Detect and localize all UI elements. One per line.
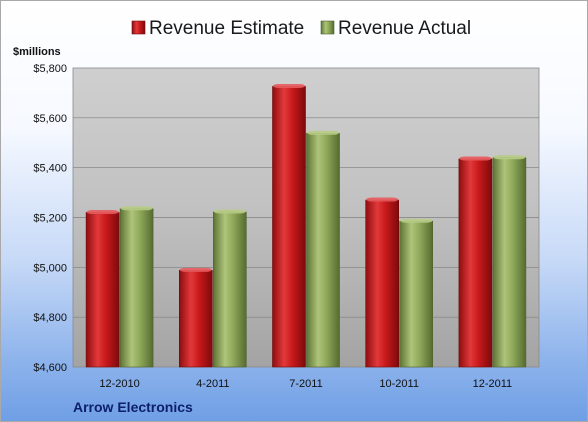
bar-actual bbox=[492, 157, 527, 368]
x-axis-ticks: 12-2010 4-2011 7-2011 10-2011 12-2011 bbox=[99, 378, 512, 390]
y-axis-ticks: $4,600 $4,800 $5,000 $5,200 $5,400 $5,600 $5,8… bbox=[33, 63, 67, 374]
legend-swatch-actual bbox=[320, 20, 335, 35]
x-tick-label: 10-2011 bbox=[379, 378, 419, 390]
bar-top-cap bbox=[493, 155, 526, 160]
bar-top-cap bbox=[400, 218, 433, 223]
bar-top-cap bbox=[273, 83, 305, 88]
x-tick-label: 12-2011 bbox=[473, 378, 513, 390]
legend-label-estimate: Revenue Estimate bbox=[149, 18, 304, 39]
bar-top-cap bbox=[459, 156, 492, 161]
company-label: Arrow Electronics bbox=[73, 399, 193, 415]
bar-estimate bbox=[458, 158, 493, 368]
legend-swatch-estimate bbox=[131, 20, 146, 35]
bar-top-cap bbox=[213, 209, 246, 214]
bar-top-cap bbox=[366, 197, 399, 202]
x-tick-label: 7-2011 bbox=[289, 378, 322, 390]
bar-actual bbox=[306, 132, 340, 368]
x-tick-label: 12-2010 bbox=[99, 378, 139, 390]
y-tick-label: $5,600 bbox=[33, 113, 67, 125]
y-tick-label: $5,000 bbox=[33, 262, 67, 274]
bar-top-cap bbox=[179, 267, 212, 272]
bar-estimate bbox=[272, 86, 306, 368]
bar-top-cap bbox=[307, 130, 339, 135]
bar-top-cap bbox=[86, 210, 119, 215]
legend: Revenue Estimate Revenue Actual bbox=[131, 18, 471, 39]
bar-estimate bbox=[179, 270, 213, 368]
bar-actual bbox=[399, 220, 434, 368]
bar-actual bbox=[213, 211, 247, 368]
bar-top-cap bbox=[120, 206, 153, 211]
bar-actual bbox=[119, 208, 154, 368]
legend-label-actual: Revenue Actual bbox=[338, 18, 471, 39]
bars bbox=[85, 83, 527, 368]
bar-estimate bbox=[365, 199, 400, 368]
y-tick-label: $5,800 bbox=[33, 63, 67, 75]
y-tick-label: $5,400 bbox=[33, 163, 67, 175]
y-unit-label: $millions bbox=[13, 46, 61, 58]
y-tick-label: $4,600 bbox=[33, 362, 67, 374]
y-tick-label: $4,800 bbox=[33, 312, 67, 324]
x-tick-label: 4-2011 bbox=[196, 378, 229, 390]
y-tick-label: $5,200 bbox=[33, 213, 67, 225]
bar-estimate bbox=[85, 212, 120, 368]
